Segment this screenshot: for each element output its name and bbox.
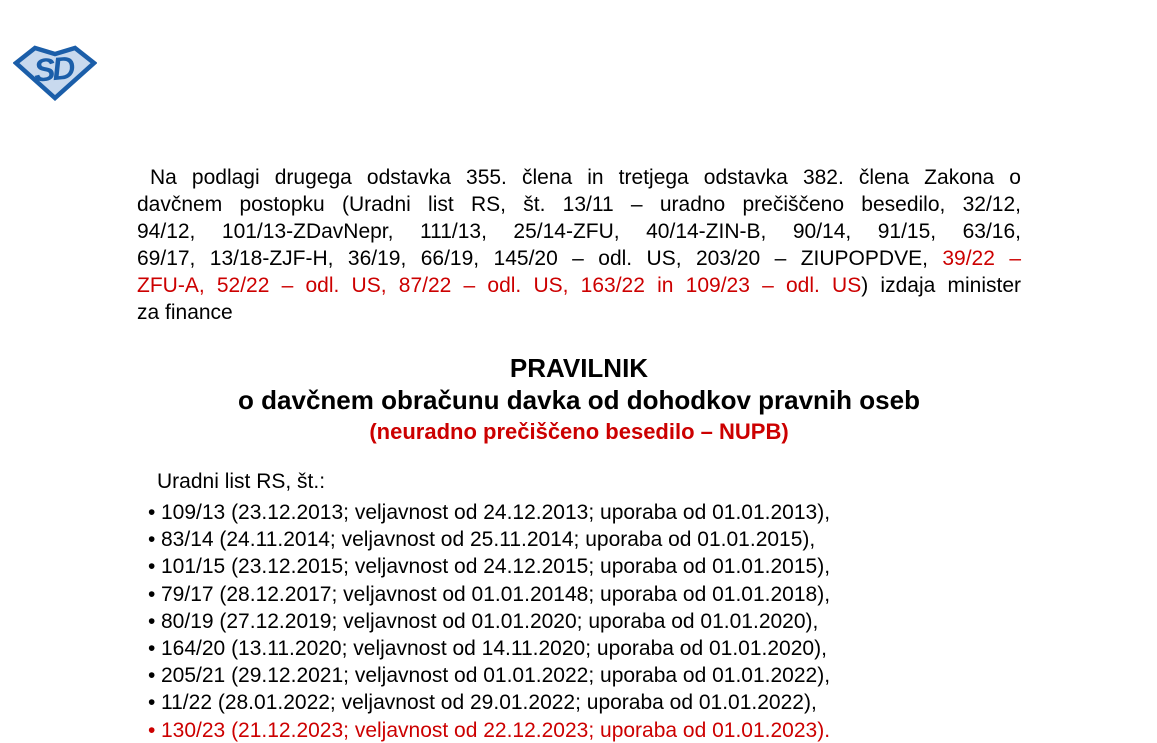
gazette-item-text: 109/13 (23.12.2013; veljavnost od 24.12.… (161, 501, 831, 524)
sd-logo: SD (12, 45, 98, 103)
paragraph-line: za finance (137, 299, 1021, 326)
gazette-list-item: • 164/20 (13.11.2020; veljavnost od 14.11… (137, 635, 1021, 662)
document-subtitle: o davčnem obračunu davka od dohodkov pra… (238, 385, 920, 415)
gazette-item-text: 101/15 (23.12.2015; veljavnost od 24.12.… (161, 555, 831, 579)
bullet-icon: • (148, 501, 156, 524)
bullet-icon: • (148, 582, 156, 606)
gazette-list-item: • 80/19 (27.12.2019; veljavnost od 01.01.… (137, 608, 1021, 635)
bullet-icon: • (148, 609, 156, 633)
bullet-icon: • (148, 637, 156, 661)
gazette-item-text: 205/21 (29.12.2021; veljavnost od 01.01.… (161, 664, 831, 688)
amendment-reference-red-text: ZFU-A, 52/22 – odl. US, 87/22 – odl. US,… (137, 274, 862, 297)
paragraph-line: ZFU-A, 52/22 – odl. US, 87/22 – odl. US,… (137, 272, 1021, 299)
gazette-item-text: 130/23 (21.12.2023; veljavnost od 22.12.… (161, 718, 831, 742)
paragraph-line: Na podlagi drugega odstavka 355. člena i… (137, 164, 1021, 191)
bullet-icon: • (148, 528, 156, 552)
gazette-list-item: • 109/13 (23.12.2013; veljavnost od 24.12… (137, 499, 1021, 526)
paragraph-text: Na podlagi drugega odstavka 355. člena i… (150, 166, 1021, 189)
gazette-list-header: Uradni list RS, št.: (157, 470, 326, 493)
paragraph-line: davčnem postopku (Uradni list RS, št. 13… (137, 191, 1021, 218)
sd-logo-letters: SD (32, 49, 76, 88)
sd-shield-icon: SD (12, 45, 98, 102)
paragraph-text: 69/17, 13/18-ZJF-H, 36/19, 66/19, 145/20… (137, 247, 943, 270)
bullet-icon: • (148, 555, 156, 579)
gazette-list-item: • 101/15 (23.12.2015; veljavnost od 24.12… (137, 553, 1021, 580)
intro-paragraph: Na podlagi drugega odstavka 355. člena i… (137, 164, 1021, 326)
paragraph-line: 94/12, 101/13-ZDavNepr, 111/13, 25/14-ZF… (137, 218, 1021, 245)
bullet-icon: • (148, 664, 156, 688)
document-title: PRAVILNIK (509, 353, 649, 383)
gazette-item-text: 79/17 (28.12.2017; veljavnost od 01.01.2… (161, 582, 831, 606)
gazette-item-text: 164/20 (13.11.2020; veljavnost od 14.11.… (161, 637, 827, 661)
title-block: PRAVILNIK o davčnem obračunu davka od do… (137, 352, 1021, 448)
gazette-list: • 109/13 (23.12.2013; veljavnost od 24.12… (137, 499, 1021, 743)
gazette-list-item: • 79/17 (28.12.2017; veljavnost od 01.01.… (137, 581, 1021, 608)
paragraph-text: ) izdaja minister (861, 274, 1021, 297)
gazette-item-text: 83/14 (24.11.2014; veljavnost od 25.11.2… (161, 528, 816, 552)
gazette-list-item: • 11/22 (28.01.2022; veljavnost od 29.01.… (137, 689, 1021, 716)
bullet-icon: • (148, 691, 156, 715)
paragraph-text: za finance (137, 301, 233, 324)
gazette-list-item: • 130/23 (21.12.2023; veljavnost od 22.12… (137, 717, 1021, 743)
gazette-section: Uradni list RS, št.: • 109/13 (23.12.2013… (137, 468, 1021, 743)
paragraph-text: 94/12, 101/13-ZDavNepr, 111/13, 25/14-ZF… (137, 220, 1021, 243)
bullet-icon: • (148, 718, 156, 742)
amendment-reference-red-text: 39/22 – (942, 247, 1021, 270)
gazette-item-text: 80/19 (27.12.2019; veljavnost od 01.01.2… (161, 609, 819, 633)
unofficial-text-note: (neuradno prečiščeno besedilo – NUPB) (369, 419, 789, 444)
gazette-list-item: • 205/21 (29.12.2021; veljavnost od 01.01… (137, 662, 1021, 689)
gazette-list-item: • 83/14 (24.11.2014; veljavnost od 25.11.… (137, 526, 1021, 553)
gazette-item-text: 11/22 (28.01.2022; veljavnost od 29.01.2… (161, 691, 817, 715)
paragraph-text: davčnem postopku (Uradni list RS, št. 13… (137, 193, 1021, 216)
paragraph-line: 69/17, 13/18-ZJF-H, 36/19, 66/19, 145/20… (137, 245, 1021, 272)
